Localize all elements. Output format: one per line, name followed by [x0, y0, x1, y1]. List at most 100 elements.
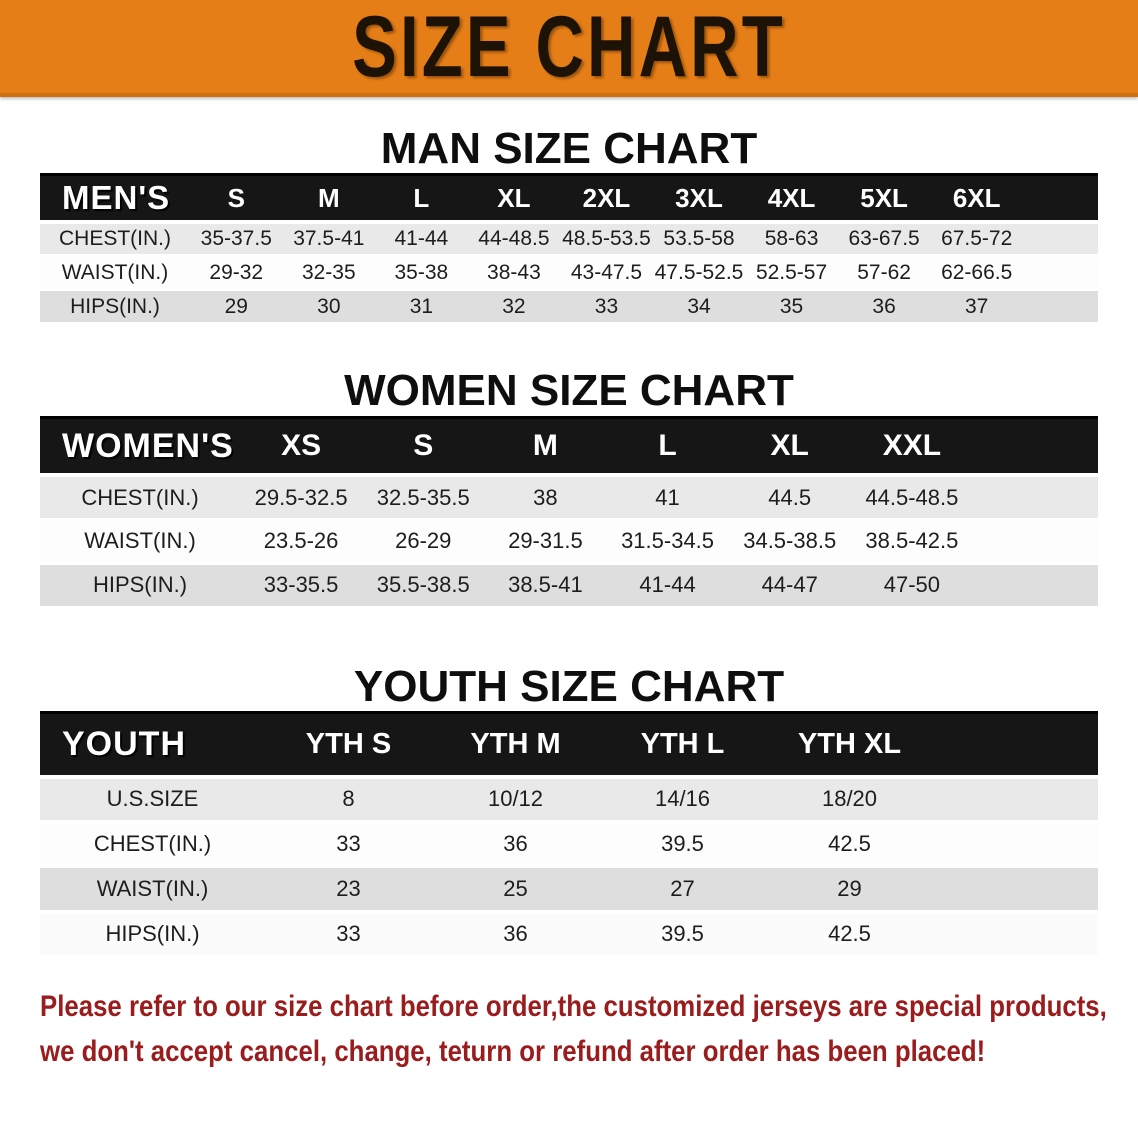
- size-value-cell: 52.5-57: [745, 255, 838, 292]
- table-row: CHEST(IN.) 29.5-32.5 32.5-35.5 38 41 44.5 44.5…: [40, 475, 1098, 521]
- size-value-cell: 33-35.5: [240, 563, 363, 609]
- row-label: HIPS(IN.): [40, 563, 240, 609]
- size-value-cell: 31: [375, 289, 468, 326]
- size-value-cell: 38-43: [467, 255, 561, 292]
- size-value-cell: 26-29: [362, 519, 485, 565]
- youth-size-table: YOUTH YTH S YTH M YTH L YTH XL U.S.SIZE 8 10/1…: [40, 711, 1098, 959]
- size-value-cell: 30: [282, 289, 376, 326]
- size-column-header: S: [362, 415, 485, 478]
- size-column-header: XL: [728, 415, 851, 478]
- size-column-header: 2XL: [560, 173, 653, 224]
- size-value-cell: 44.5-48.5: [850, 475, 973, 521]
- men-size-table: MEN'S S M L XL 2XL 3XL 4XL 5XL 6XL CHEST(IN.) 35-3…: [40, 173, 1098, 326]
- size-value-cell: 48.5-53.5: [560, 221, 653, 258]
- women-size-table: WOMEN'S XS S M L XL XXL CHEST(IN.) 29.5-32.5 32.…: [40, 415, 1098, 609]
- size-value-cell: 57-62: [837, 255, 931, 292]
- row-spacer-cell: [1023, 221, 1098, 258]
- size-value-cell: 34.5-38.5: [728, 519, 851, 565]
- size-value-cell: 35-38: [375, 255, 468, 292]
- size-column-header: L: [606, 415, 729, 478]
- size-column-header: YTH L: [599, 711, 766, 779]
- table-row: WAIST(IN.) 23.5-26 26-29 29-31.5 31.5-34.5 34…: [40, 519, 1098, 565]
- size-value-cell: 38.5-42.5: [850, 519, 973, 565]
- table-row: HIPS(IN.) 33-35.5 35.5-38.5 38.5-41 41-44 44-…: [40, 563, 1098, 609]
- size-value-cell: 29.5-32.5: [240, 475, 363, 521]
- size-value-cell: 32: [467, 289, 561, 326]
- table-header-label: YOUTH: [40, 711, 265, 779]
- size-value-cell: 36: [837, 289, 931, 326]
- row-spacer-cell: [973, 475, 1098, 521]
- table-row: WAIST(IN.) 29-32 32-35 35-38 38-43 43-47.5 47.…: [40, 255, 1098, 292]
- size-value-cell: 23.5-26: [240, 519, 363, 565]
- table-row: WAIST(IN.) 23 25 27 29: [40, 866, 1098, 914]
- table-header-label: WOMEN'S: [40, 415, 240, 478]
- row-spacer-cell: [1023, 289, 1098, 326]
- size-value-cell: 42.5: [766, 821, 933, 869]
- table-row: U.S.SIZE 8 10/12 14/16 18/20: [40, 776, 1098, 824]
- size-value-cell: 53.5-58: [652, 221, 746, 258]
- size-value-cell: 29: [190, 289, 283, 326]
- size-value-cell: 39.5: [599, 821, 766, 869]
- size-value-cell: 37: [930, 289, 1023, 326]
- row-label: U.S.SIZE: [40, 776, 265, 824]
- table-row: CHEST(IN.) 35-37.5 37.5-41 41-44 44-48.5 48.5…: [40, 221, 1098, 258]
- row-spacer-cell: [933, 821, 1098, 869]
- size-column-header: 5XL: [837, 173, 931, 224]
- size-value-cell: 29-32: [190, 255, 283, 292]
- size-value-cell: 29-31.5: [484, 519, 607, 565]
- size-value-cell: 41-44: [606, 563, 729, 609]
- size-column-header: YTH XL: [766, 711, 933, 779]
- youth-section-heading: YOUTH SIZE CHART: [353, 661, 785, 711]
- size-value-cell: 35: [745, 289, 838, 326]
- size-column-header: 3XL: [652, 173, 746, 224]
- size-value-cell: 33: [560, 289, 653, 326]
- women-section-heading: WOMEN SIZE CHART: [344, 366, 794, 416]
- men-section-heading: MAN SIZE CHART: [380, 124, 758, 173]
- size-value-cell: 43-47.5: [560, 255, 653, 292]
- size-value-cell: 36: [432, 911, 599, 959]
- row-spacer-cell: [1023, 255, 1098, 292]
- size-value-cell: 44-48.5: [467, 221, 561, 258]
- size-value-cell: 44-47: [728, 563, 851, 609]
- size-value-cell: 29: [766, 866, 933, 914]
- size-value-cell: 32-35: [282, 255, 376, 292]
- table-row: HIPS(IN.) 33 36 39.5 42.5: [40, 911, 1098, 959]
- size-value-cell: 41: [606, 475, 729, 521]
- size-value-cell: 44.5: [728, 475, 851, 521]
- women-table-header-row: WOMEN'S XS S M L XL XXL: [40, 415, 1098, 478]
- size-value-cell: 37.5-41: [282, 221, 376, 258]
- size-value-cell: 35.5-38.5: [362, 563, 485, 609]
- size-column-header: 4XL: [745, 173, 838, 224]
- disclaimer-line-2: we don't accept cancel, change, teturn o…: [40, 1035, 986, 1069]
- size-value-cell: 14/16: [599, 776, 766, 824]
- size-value-cell: 63-67.5: [837, 221, 931, 258]
- size-value-cell: 62-66.5: [930, 255, 1023, 292]
- size-value-cell: 27: [599, 866, 766, 914]
- size-column-header: M: [282, 173, 376, 224]
- size-value-cell: 10/12: [432, 776, 599, 824]
- row-label: WAIST(IN.): [40, 866, 265, 914]
- row-label: WAIST(IN.): [40, 255, 190, 292]
- size-value-cell: 25: [432, 866, 599, 914]
- row-label: CHEST(IN.): [40, 221, 190, 258]
- size-value-cell: 23: [265, 866, 432, 914]
- table-row: CHEST(IN.) 33 36 39.5 42.5: [40, 821, 1098, 869]
- youth-table-header-row: YOUTH YTH S YTH M YTH L YTH XL: [40, 711, 1098, 779]
- size-value-cell: 18/20: [766, 776, 933, 824]
- size-value-cell: 32.5-35.5: [362, 475, 485, 521]
- size-value-cell: 33: [265, 911, 432, 959]
- men-table-header-row: MEN'S S M L XL 2XL 3XL 4XL 5XL 6XL: [40, 173, 1098, 224]
- row-label: HIPS(IN.): [40, 289, 190, 326]
- size-value-cell: 36: [432, 821, 599, 869]
- size-column-header: M: [484, 415, 607, 478]
- size-value-cell: 41-44: [375, 221, 468, 258]
- size-column-header: XS: [240, 415, 363, 478]
- size-chart-banner: SIZE CHART: [0, 0, 1138, 97]
- row-label: WAIST(IN.): [40, 519, 240, 565]
- size-column-header: XL: [467, 173, 561, 224]
- row-label: HIPS(IN.): [40, 911, 265, 959]
- row-spacer-cell: [933, 866, 1098, 914]
- header-spacer-cell: [973, 415, 1098, 478]
- size-column-header: YTH S: [265, 711, 432, 779]
- header-spacer-cell: [933, 711, 1098, 779]
